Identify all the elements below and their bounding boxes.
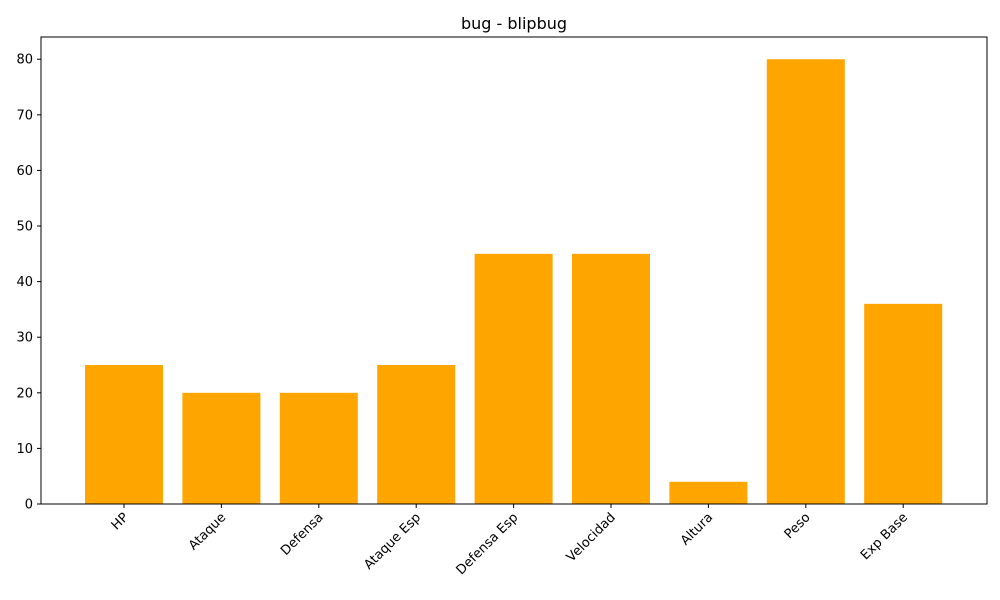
chart-title: bug - blipbug (461, 14, 567, 33)
y-tick-label: 30 (16, 331, 33, 346)
bar-ataque (182, 392, 261, 504)
x-tick-label: Defensa (278, 510, 326, 558)
x-tick-label: Velocidad (564, 510, 619, 565)
x-tick-label: Exp Base (858, 510, 911, 563)
y-tick-label: 50 (16, 220, 33, 235)
y-tick-label: 70 (16, 108, 33, 123)
y-tick-label: 80 (16, 53, 33, 68)
x-tick-label: Defensa Esp (454, 510, 522, 578)
y-tick-label: 0 (25, 498, 33, 513)
bar-defensa-esp (474, 253, 553, 504)
y-tick-label: 40 (16, 275, 33, 290)
y-tick-label: 20 (16, 386, 33, 401)
y-tick-label: 10 (16, 442, 33, 457)
x-tick-label: Ataque (186, 510, 229, 553)
bar-peso (766, 59, 845, 504)
bar-altura (669, 481, 748, 504)
plot-frame (40, 36, 988, 505)
y-tick-label: 60 (16, 164, 33, 179)
bar-ataque-esp (377, 365, 456, 504)
bar-exp-base (864, 303, 943, 504)
x-tick-label: Peso (782, 510, 814, 542)
bar-velocidad (572, 253, 650, 504)
x-axis: HP Ataque Defensa Ataque Esp Defensa Esp Velo… (109, 504, 911, 578)
bar-defensa (279, 392, 358, 504)
x-tick-label: HP (109, 510, 132, 533)
y-axis: 0 10 20 30 40 50 60 70 80 (16, 53, 41, 513)
x-tick-label: Altura (678, 510, 716, 548)
x-tick-label: Ataque Esp (361, 510, 424, 573)
bar-hp (85, 365, 163, 504)
bars-group (85, 59, 943, 504)
